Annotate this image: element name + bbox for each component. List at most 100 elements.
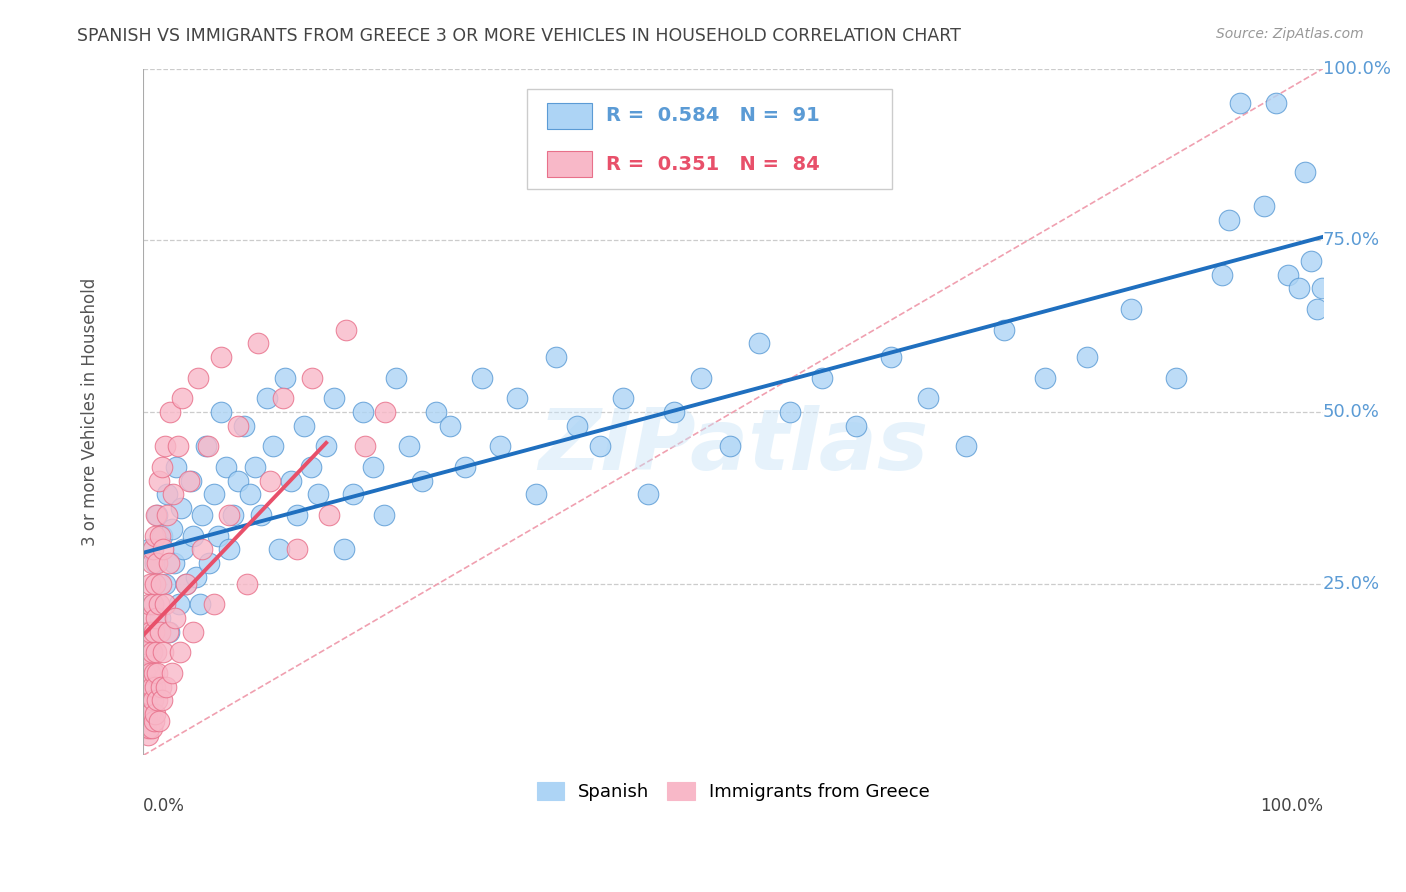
Point xyxy=(690,370,713,384)
Point xyxy=(1033,370,1056,384)
Point xyxy=(506,391,529,405)
Point xyxy=(135,693,157,707)
Point xyxy=(166,439,188,453)
Point xyxy=(153,597,176,611)
Point xyxy=(145,645,167,659)
Point xyxy=(845,418,868,433)
Point xyxy=(146,508,169,522)
Point xyxy=(160,522,183,536)
Point xyxy=(188,597,211,611)
Point xyxy=(238,487,260,501)
Point xyxy=(155,680,177,694)
Point xyxy=(226,418,249,433)
Text: R =  0.584   N =  91: R = 0.584 N = 91 xyxy=(606,106,820,126)
Point xyxy=(1277,268,1299,282)
Text: 25.0%: 25.0% xyxy=(1323,574,1381,592)
Point xyxy=(156,508,179,522)
Point xyxy=(179,474,201,488)
Point xyxy=(156,487,179,501)
Point xyxy=(546,350,568,364)
Point xyxy=(1264,95,1286,110)
Point xyxy=(135,645,157,659)
Point xyxy=(373,508,395,522)
Point xyxy=(454,459,477,474)
Point xyxy=(274,370,297,384)
Text: 100.0%: 100.0% xyxy=(1323,60,1391,78)
Point xyxy=(718,439,741,453)
Point xyxy=(141,680,163,694)
Point xyxy=(374,405,396,419)
Point xyxy=(149,611,172,625)
Point xyxy=(159,405,181,419)
FancyBboxPatch shape xyxy=(547,151,592,178)
Point xyxy=(148,474,170,488)
Point xyxy=(993,322,1015,336)
Point xyxy=(142,693,165,707)
Point xyxy=(425,405,447,419)
Point xyxy=(170,501,193,516)
Point xyxy=(145,508,167,522)
Text: 3 or more Vehicles in Household: 3 or more Vehicles in Household xyxy=(82,277,100,546)
Point xyxy=(134,665,156,680)
Text: 100.0%: 100.0% xyxy=(1260,797,1323,814)
Point xyxy=(323,391,346,405)
Point xyxy=(236,576,259,591)
Point xyxy=(398,439,420,453)
Point xyxy=(135,707,157,722)
Point xyxy=(146,665,169,680)
Text: SPANISH VS IMMIGRANTS FROM GREECE 3 OR MORE VEHICLES IN HOUSEHOLD CORRELATION CH: SPANISH VS IMMIGRANTS FROM GREECE 3 OR M… xyxy=(77,27,962,45)
Point xyxy=(1119,301,1142,316)
Point xyxy=(250,508,273,522)
Point xyxy=(163,556,186,570)
Point xyxy=(135,680,157,694)
Point xyxy=(202,597,225,611)
FancyBboxPatch shape xyxy=(527,89,893,189)
Point xyxy=(134,714,156,728)
Point xyxy=(292,418,315,433)
Point xyxy=(222,508,245,522)
Point xyxy=(439,418,461,433)
Point xyxy=(232,418,254,433)
Point xyxy=(335,322,357,336)
Text: R =  0.351   N =  84: R = 0.351 N = 84 xyxy=(606,154,820,174)
Point xyxy=(142,597,165,611)
Point xyxy=(202,487,225,501)
Point xyxy=(215,459,238,474)
Point xyxy=(142,665,165,680)
Point xyxy=(267,542,290,557)
Point xyxy=(136,700,159,714)
Point xyxy=(157,624,180,639)
Point xyxy=(363,459,385,474)
Point xyxy=(1310,281,1333,295)
Point xyxy=(142,714,165,728)
Point xyxy=(524,487,547,501)
Point xyxy=(180,474,202,488)
Point xyxy=(139,624,162,639)
Point xyxy=(150,693,173,707)
Point xyxy=(157,624,180,639)
Point xyxy=(1211,268,1233,282)
Point xyxy=(301,370,323,384)
Point xyxy=(245,459,267,474)
Point xyxy=(285,542,308,557)
Point xyxy=(152,542,174,557)
Point xyxy=(209,405,232,419)
Point xyxy=(146,693,169,707)
Point xyxy=(174,576,197,591)
Point xyxy=(285,508,308,522)
Point xyxy=(955,439,977,453)
Point xyxy=(149,624,172,639)
Point xyxy=(1076,350,1098,364)
Point xyxy=(143,528,166,542)
Point xyxy=(160,665,183,680)
Point xyxy=(1306,301,1329,316)
Point xyxy=(142,624,165,639)
Point xyxy=(136,728,159,742)
Point xyxy=(142,597,165,611)
FancyBboxPatch shape xyxy=(547,103,592,129)
Point xyxy=(191,542,214,557)
Point xyxy=(148,714,170,728)
Point xyxy=(165,459,187,474)
Point xyxy=(384,370,406,384)
Point xyxy=(153,576,176,591)
